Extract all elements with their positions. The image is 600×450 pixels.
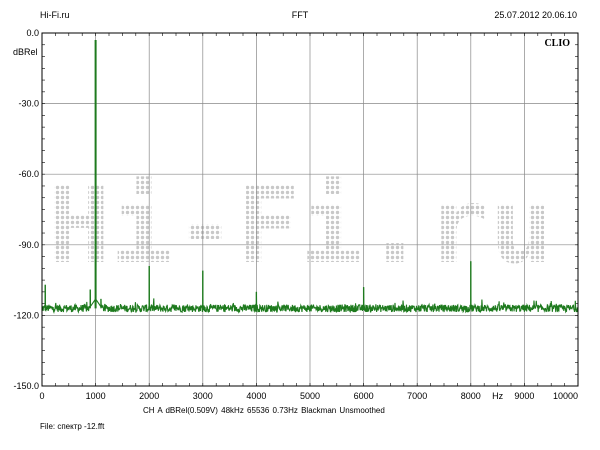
header-timestamp: 25.07.2012 20.06.10 — [494, 10, 577, 20]
trace-layer — [41, 40, 579, 315]
tick-labels: 0.0 -30.0 -60.0 -90.0 -120.0 -150.00 1000 2000 3… — [13, 28, 578, 401]
x-unit-label: Hz — [492, 391, 503, 401]
x-tick-label: 2000 — [139, 391, 159, 401]
x-tick-label: 9000 — [514, 391, 534, 401]
y-axis-label: dBRel — [13, 47, 38, 57]
watermark-text: Hi-Fi.ru — [47, 165, 553, 287]
x-tick-label: 1000 — [86, 391, 106, 401]
y-tick-label: -120.0 — [13, 310, 39, 320]
header-title: FFT — [291, 10, 309, 20]
y-tick-label: -150.0 — [13, 381, 39, 391]
x-tick-label: 3000 — [193, 391, 213, 401]
y-tick-label: -60.0 — [18, 169, 39, 179]
x-tick-label: 6000 — [354, 391, 374, 401]
plot-frame — [41, 32, 579, 387]
footer-settings: CH A dBRel(0.509V) 48kHz 65536 0.73Hz Bl… — [143, 406, 385, 415]
x-tick-label: 5000 — [300, 391, 320, 401]
fft-trace — [41, 40, 579, 315]
header-site: Hi-Fi.ru — [40, 10, 70, 20]
y-tick-label: -90.0 — [18, 240, 39, 250]
x-tick-label: 4000 — [246, 391, 266, 401]
watermark: Hi-Fi.ru — [47, 165, 553, 287]
x-tick-label: 0 — [39, 391, 44, 401]
footer-file: File: спектр -12.fft — [40, 422, 105, 431]
x-tick-label: 10000 — [553, 391, 578, 401]
x-tick-label: 7000 — [407, 391, 427, 401]
y-tick-label: 0.0 — [26, 28, 39, 38]
clio-logo: CLIO — [544, 38, 570, 49]
x-tick-label: 8000 — [461, 391, 481, 401]
y-tick-label: -30.0 — [18, 99, 39, 109]
